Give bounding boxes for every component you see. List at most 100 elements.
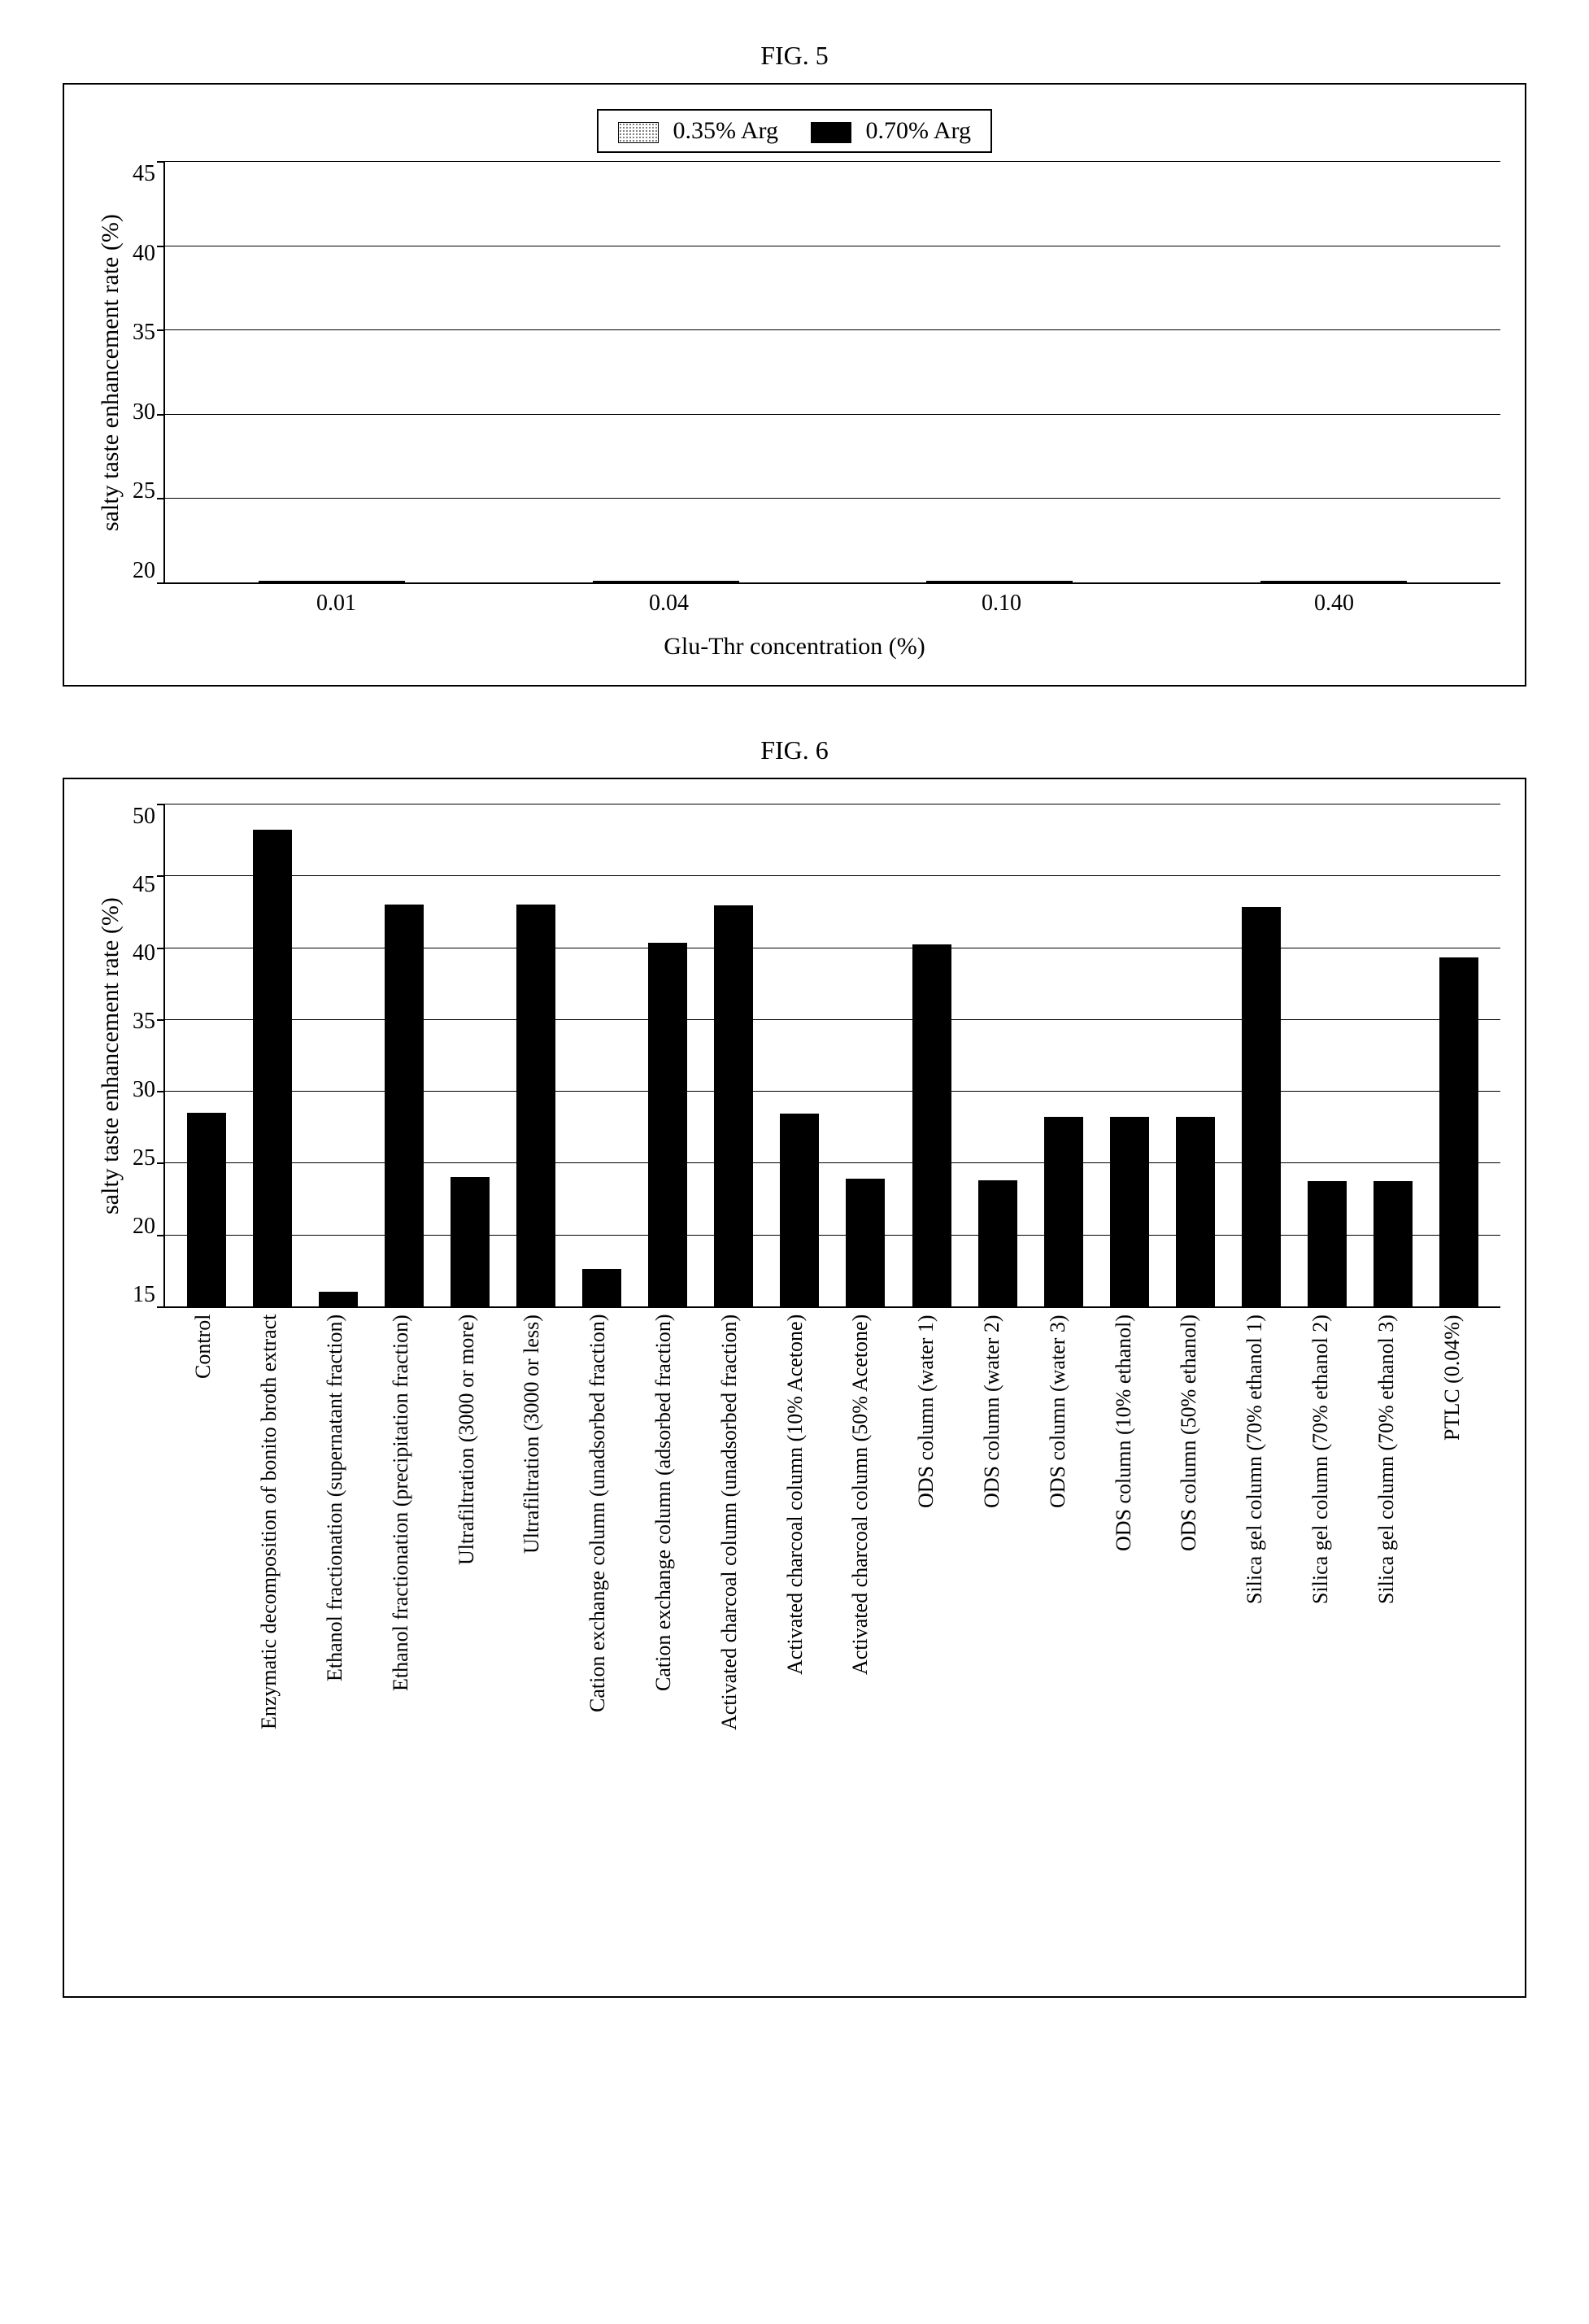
fig6-ytick: 20: [133, 1214, 155, 1240]
fig5-grid: [163, 161, 1500, 584]
fig5-ytick: 40: [133, 241, 155, 267]
fig5-xticks: 0.01 0.04 0.10 0.40: [170, 591, 1500, 617]
fig5-axis-tick: [157, 329, 165, 331]
fig6-xtick: Activated charcoal column (unadsorbed fr…: [717, 1315, 756, 1933]
fig6-grid: [163, 804, 1500, 1308]
fig6-xtick: Cation exchange column (unadsorbed fract…: [586, 1315, 625, 1933]
fig6-bar: [846, 1179, 885, 1306]
fig6-bar: [1044, 1117, 1083, 1306]
fig5-bars: [165, 161, 1500, 582]
fig5-ylabel: salty taste enhancement rate (%): [89, 161, 133, 584]
fig6-xtick: ODS column (water 1): [914, 1315, 953, 1933]
fig6-xtick: Cation exchange column (adsorbed fractio…: [651, 1315, 690, 1933]
fig6-ytick: 30: [133, 1077, 155, 1103]
fig5-ytick: 30: [133, 399, 155, 425]
fig6-xtick: Silica gel column (70% ethanol 2): [1308, 1315, 1347, 1933]
fig6-yaxis: 5045403530252015: [133, 804, 163, 1308]
fig6-xtick: ODS column (10% ethanol): [1112, 1315, 1151, 1933]
fig5-gridline: [165, 414, 1500, 415]
fig6-title: FIG. 6: [16, 735, 1573, 765]
fig5-xtick: 0.10: [929, 591, 1075, 617]
fig5-axis-tick: [157, 582, 165, 584]
fig5-axis-tick: [157, 414, 165, 416]
fig6-gridline: [165, 1019, 1500, 1020]
fig6-bar: [582, 1269, 621, 1306]
fig5-gridline: [165, 161, 1500, 162]
fig6-axis-tick: [157, 1091, 165, 1092]
fig6-gridline: [165, 1306, 1500, 1307]
fig6-ytick: 40: [133, 940, 155, 966]
fig5-gridline: [165, 498, 1500, 499]
fig6-bar: [187, 1113, 226, 1306]
fig6-xtick: ODS column (water 2): [980, 1315, 1019, 1933]
fig6-ytick: 25: [133, 1145, 155, 1171]
fig6-bar: [1308, 1181, 1347, 1306]
fig6-xtick: Activated charcoal column (10% Acetone): [783, 1315, 822, 1933]
fig6-xtick: ODS column (50% ethanol): [1177, 1315, 1216, 1933]
fig6-xtick: PTLC (0.04%): [1440, 1315, 1479, 1933]
fig5-axis-tick: [157, 161, 165, 163]
fig6-xtick: Silica gel column (70% ethanol 1): [1243, 1315, 1282, 1933]
fig5-xtick: 0.04: [596, 591, 742, 617]
fig5-gridline: [165, 582, 1500, 583]
fig5-xtick: 0.01: [263, 591, 410, 617]
fig6-ytick: 35: [133, 1009, 155, 1035]
fig5-title: FIG. 5: [16, 41, 1573, 71]
fig5-yaxis: 454035302520: [133, 161, 163, 584]
swatch-070: [811, 122, 851, 143]
fig6-bar: [780, 1114, 819, 1306]
swatch-035: [618, 122, 659, 143]
fig5-xtick: 0.40: [1261, 591, 1408, 617]
fig5-axis-tick: [157, 498, 165, 499]
fig6-gridline: [165, 875, 1500, 876]
fig6-axis-tick: [157, 1235, 165, 1236]
fig6-axis-tick: [157, 1162, 165, 1164]
fig6-xtick: Ethanol fractionation (supernatant fract…: [323, 1315, 362, 1933]
fig6-frame: salty taste enhancement rate (%) 5045403…: [63, 778, 1526, 1998]
fig6-ytick: 15: [133, 1282, 155, 1308]
fig5-axis-tick: [157, 246, 165, 247]
fig6-bars: [165, 804, 1500, 1306]
fig6-bar: [912, 944, 951, 1306]
legend-label-035: 0.35% Arg: [673, 117, 778, 144]
fig6-xticks: Control Enzymatic decomposition of bonito…: [170, 1315, 1500, 1933]
fig6-axis-tick: [157, 948, 165, 949]
fig6-xtick: Ultrafiltration (3000 or less): [520, 1315, 559, 1933]
legend-label-070: 0.70% Arg: [866, 117, 971, 144]
fig6-gridline: [165, 1162, 1500, 1163]
fig6-xtick: Activated charcoal column (50% Acetone): [848, 1315, 887, 1933]
legend-item-035: 0.35% Arg: [618, 117, 778, 145]
fig6-bar: [1242, 907, 1281, 1306]
fig5-xlabel: Glu-Thr concentration (%): [89, 633, 1500, 661]
fig6-bar: [385, 905, 424, 1306]
fig6-bar: [1110, 1117, 1149, 1306]
fig5-legend: 0.35% Arg 0.70% Arg: [597, 109, 992, 153]
fig6-gridline: [165, 1235, 1500, 1236]
fig6-bar: [978, 1180, 1017, 1306]
legend-item-070: 0.70% Arg: [811, 117, 971, 145]
fig5-ytick: 45: [133, 161, 155, 187]
fig6-bar: [1374, 1181, 1413, 1306]
fig5-gridline: [165, 329, 1500, 330]
fig6-bar: [451, 1177, 490, 1306]
fig6-ylabel: salty taste enhancement rate (%): [89, 804, 133, 1308]
fig6-gridline: [165, 1091, 1500, 1092]
fig6-xtick: Silica gel column (70% ethanol 3): [1374, 1315, 1413, 1933]
fig6-xtick: Control: [191, 1315, 230, 1933]
fig6-bar: [319, 1292, 358, 1306]
fig6-xtick: ODS column (water 3): [1046, 1315, 1085, 1933]
fig6-bar: [648, 943, 687, 1306]
fig5-plot: salty taste enhancement rate (%) 4540353…: [89, 161, 1500, 584]
fig6-axis-tick: [157, 1019, 165, 1021]
fig6-axis-tick: [157, 875, 165, 877]
fig6-ytick: 45: [133, 872, 155, 898]
fig6-xtick: Ethanol fractionation (precipitation fra…: [389, 1315, 428, 1933]
fig6-xtick: Ultrafiltration (3000 or more): [455, 1315, 494, 1933]
fig5-ytick: 25: [133, 478, 155, 504]
fig6-xtick: Enzymatic decomposition of bonito broth …: [257, 1315, 296, 1933]
fig5-frame: 0.35% Arg 0.70% Arg salty taste enhancem…: [63, 83, 1526, 687]
fig6-plot: salty taste enhancement rate (%) 5045403…: [89, 804, 1500, 1308]
fig6-axis-tick: [157, 804, 165, 805]
fig6-axis-tick: [157, 1306, 165, 1308]
fig6-bar: [516, 905, 555, 1306]
